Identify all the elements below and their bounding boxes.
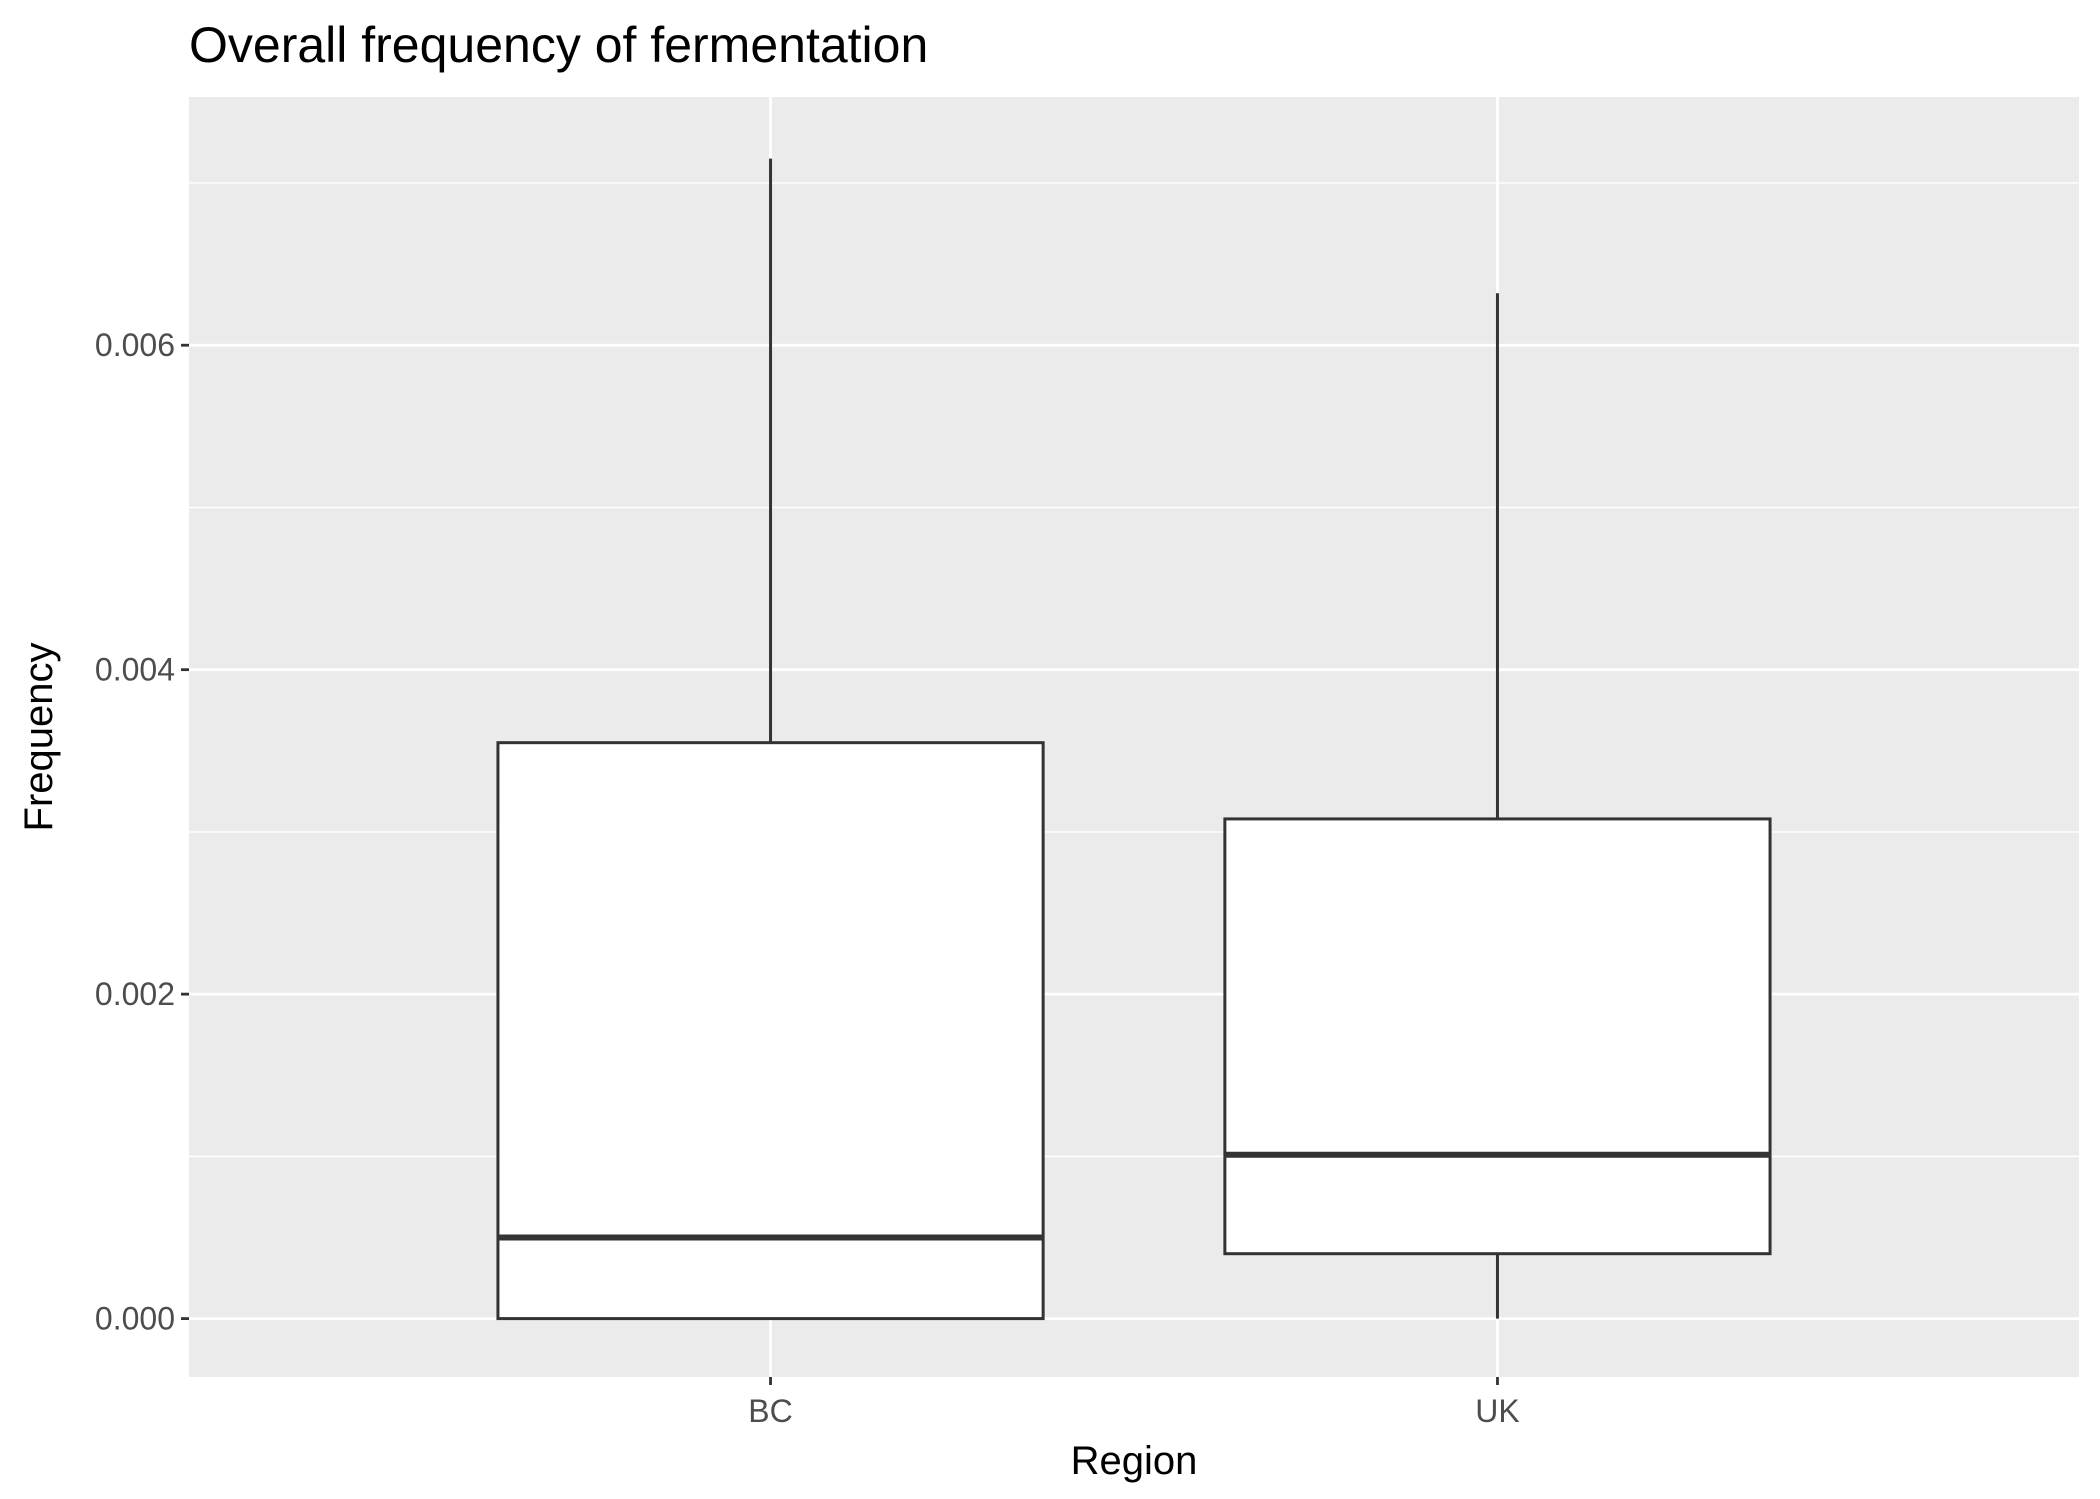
y-tick-label: 0.000 (95, 1301, 175, 1337)
y-tick-label: 0.004 (95, 652, 175, 688)
x-tick-label: BC (748, 1393, 792, 1429)
axes: 0.000 0.002 0.004 0.006 BC UK (95, 327, 1520, 1429)
x-axis-title: Region (1071, 1439, 1198, 1483)
box-BC (496, 741, 1045, 1321)
x-tick-label: UK (1475, 1393, 1519, 1429)
plot-panel (189, 97, 2079, 1377)
y-tick-label: 0.002 (95, 976, 175, 1012)
chart-title: Overall frequency of fermentation (189, 17, 928, 73)
y-axis-title: Frequency (17, 643, 61, 832)
box-UK (1223, 817, 1772, 1256)
boxes (496, 158, 1772, 1321)
y-tick-label: 0.006 (95, 327, 175, 363)
